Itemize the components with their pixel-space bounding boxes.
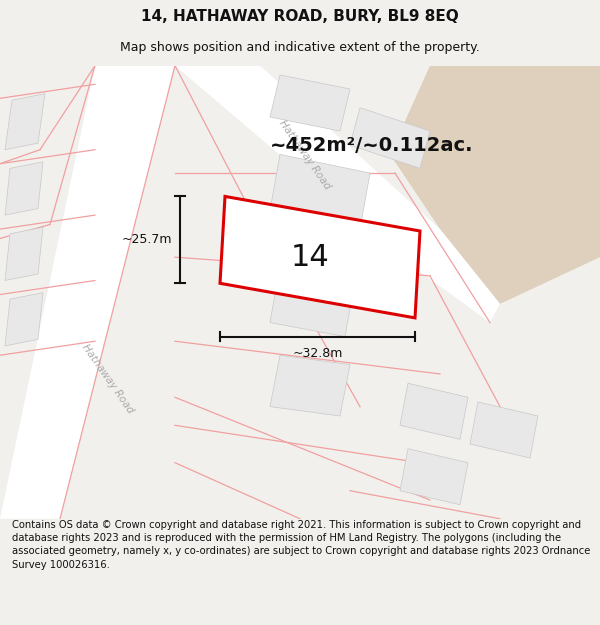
Text: Hathaway Road: Hathaway Road (80, 342, 136, 415)
Polygon shape (270, 355, 350, 416)
Text: ~452m²/~0.112ac.: ~452m²/~0.112ac. (270, 136, 473, 154)
Polygon shape (350, 107, 430, 168)
Text: Contains OS data © Crown copyright and database right 2021. This information is : Contains OS data © Crown copyright and d… (12, 520, 590, 569)
Polygon shape (5, 292, 43, 346)
Polygon shape (400, 449, 468, 505)
Polygon shape (470, 402, 538, 458)
Text: 14: 14 (290, 242, 329, 272)
Polygon shape (5, 94, 45, 150)
Polygon shape (270, 266, 355, 337)
Polygon shape (270, 154, 370, 229)
Text: ~25.7m: ~25.7m (121, 233, 172, 246)
Text: 14, HATHAWAY ROAD, BURY, BL9 8EQ: 14, HATHAWAY ROAD, BURY, BL9 8EQ (141, 9, 459, 24)
Text: Map shows position and indicative extent of the property.: Map shows position and indicative extent… (120, 41, 480, 54)
Polygon shape (175, 66, 500, 322)
Text: Hathaway Road: Hathaway Road (277, 118, 332, 191)
Polygon shape (5, 162, 43, 215)
Polygon shape (0, 66, 175, 519)
Polygon shape (5, 228, 43, 281)
Polygon shape (390, 66, 600, 304)
Polygon shape (400, 383, 468, 439)
Text: ~32.8m: ~32.8m (292, 347, 343, 360)
Polygon shape (270, 75, 350, 131)
Polygon shape (220, 196, 420, 318)
